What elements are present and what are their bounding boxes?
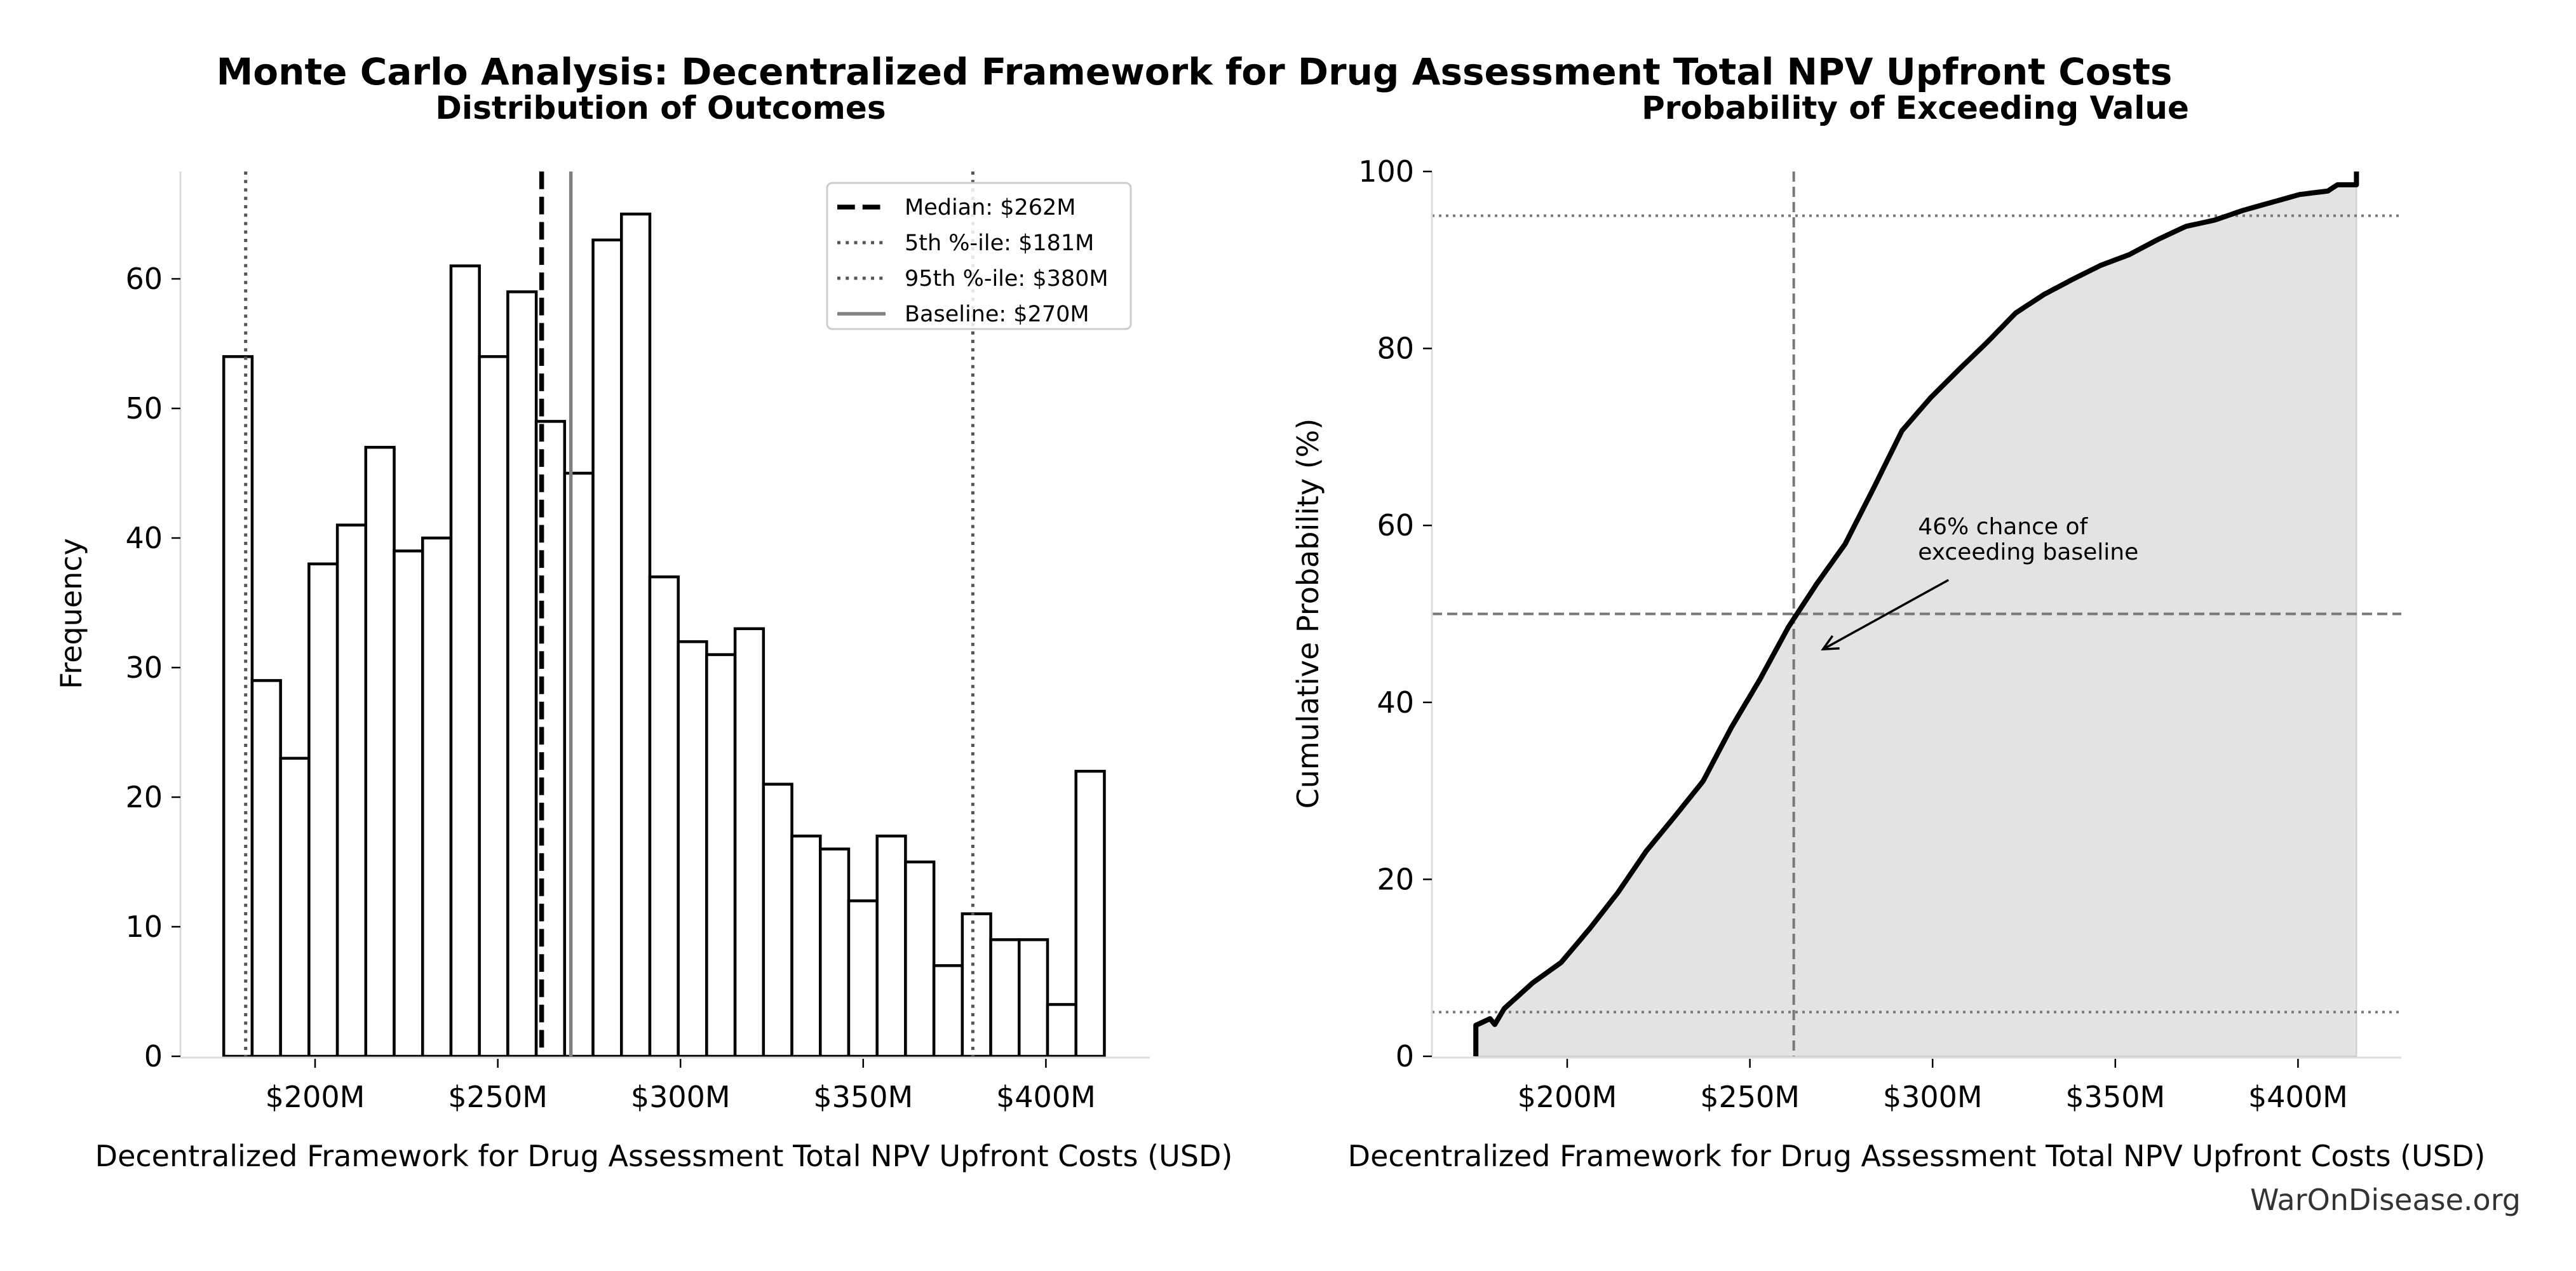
histogram-x-axis-label: Decentralized Framework for Drug Assessm… [95, 1139, 1233, 1173]
histogram-bar [393, 549, 424, 1058]
histogram-bar [478, 355, 509, 1058]
cumulative-y-tick-label: 100 [1358, 154, 1414, 189]
histogram-x-tick-label: $350M [813, 1080, 913, 1114]
cumulative-x-tick-label: $350M [2065, 1080, 2165, 1114]
histogram-title: Distribution of Outcomes [435, 90, 886, 126]
histogram-bar [1046, 1003, 1077, 1058]
cumulative-panel: Probability of Exceeding Value 0 20 40 60 80… [1291, 90, 2485, 1173]
cumulative-y-tick-label: 20 [1377, 862, 1414, 896]
legend: Median: $262M 5th %-ile: $181M 95th %-ile:… [826, 182, 1132, 330]
histogram-x-tick-label: $200M [266, 1080, 365, 1114]
annotation-text-line: 46% chance of [1918, 514, 2088, 540]
histogram-bar [1018, 938, 1049, 1058]
cumulative-title: Probability of Exceeding Value [1642, 90, 2189, 126]
figure-title: Monte Carlo Analysis: Decentralized Fram… [217, 50, 2173, 93]
histogram-y-tick-label: 50 [125, 391, 163, 426]
histogram-bar [819, 847, 851, 1058]
cumulative-y-tick-label: 60 [1377, 508, 1414, 542]
cumulative-x-tick-label: $200M [1518, 1080, 1617, 1114]
histogram-x-tick-label: $300M [631, 1080, 731, 1114]
cumulative-y-tick-label: 40 [1377, 685, 1414, 720]
histogram-bar [335, 523, 368, 1058]
cumulative-y-tick-label: 80 [1377, 332, 1414, 366]
histogram-bar [563, 471, 595, 1058]
cumulative-x-tick-label: $300M [1883, 1080, 1983, 1114]
histogram-bar [1074, 769, 1106, 1058]
histogram-bar [677, 640, 708, 1058]
cumulative-curve [1473, 171, 2359, 1056]
cumulative-x-tick-label: $400M [2248, 1080, 2348, 1114]
histogram-reference-lines [244, 171, 974, 1056]
histogram-bar [222, 355, 254, 1058]
cumulative-axes: 0 20 40 60 80 100 $200M $250M $300M $350M $400M [1358, 154, 2401, 1114]
histogram-axes: 0 10 20 30 40 50 60 $200M $250M $300M $350M $400M [125, 171, 1150, 1114]
annotation-arrow-head [1821, 635, 1840, 651]
histogram-bar [619, 212, 652, 1058]
annotation-text-line: exceeding baseline [1918, 539, 2138, 565]
histogram-bar [591, 238, 623, 1058]
legend-label-median: Median: $262M [905, 195, 1076, 220]
legend-box [826, 182, 1132, 330]
watermark: WarOnDisease.org [2250, 1183, 2521, 1217]
histogram-y-tick-label: 30 [125, 650, 163, 685]
cumulative-x-tick-label: $250M [1700, 1080, 1800, 1114]
histogram-bar [790, 834, 822, 1058]
histogram-bar [364, 445, 396, 1058]
annotation-arrow-shaft [1822, 579, 1950, 650]
histogram-y-axis-label: Frequency [54, 538, 88, 689]
histogram-y-tick-label: 60 [125, 262, 163, 296]
histogram-y-tick-label: 10 [125, 910, 163, 944]
histogram-bar [932, 964, 964, 1058]
histogram-bar [961, 912, 992, 1058]
histogram-bars [222, 212, 1106, 1058]
histogram-y-tick-label: 0 [144, 1039, 163, 1073]
histogram-bar [847, 899, 879, 1058]
cumulative-y-tick-label: 0 [1396, 1039, 1414, 1073]
cumulative-reference-lines [1432, 171, 2401, 1056]
histogram-x-tick-label: $400M [996, 1080, 1096, 1114]
histogram-bar [506, 290, 538, 1058]
histogram-y-tick-label: 40 [125, 521, 163, 555]
cumulative-x-axis-label: Decentralized Framework for Drug Assessm… [1348, 1139, 2486, 1173]
histogram-y-tick-label: 20 [125, 780, 163, 814]
legend-label-p5: 5th %-ile: $181M [905, 231, 1094, 256]
cumulative-y-axis-label: Cumulative Probability (%) [1291, 419, 1325, 809]
histogram-bar [449, 264, 481, 1058]
histogram-bar [875, 834, 907, 1058]
histogram-bar [307, 562, 339, 1058]
histogram-bar [762, 783, 793, 1058]
histogram-x-tick-label: $250M [448, 1080, 548, 1114]
histogram-bar [733, 627, 765, 1058]
histogram-bar [250, 679, 282, 1058]
histogram-bar [279, 757, 311, 1058]
histogram-panel: Distribution of Outcomes 0 10 20 30 40 50 60 $2… [54, 90, 1232, 1173]
histogram-bar [705, 653, 737, 1058]
histogram-bar [989, 938, 1021, 1058]
histogram-bar [904, 860, 936, 1058]
histogram-bar [648, 575, 680, 1058]
legend-label-p95: 95th %-ile: $380M [905, 266, 1109, 292]
histogram-bar [421, 536, 453, 1058]
legend-label-baseline: Baseline: $270M [905, 302, 1089, 327]
